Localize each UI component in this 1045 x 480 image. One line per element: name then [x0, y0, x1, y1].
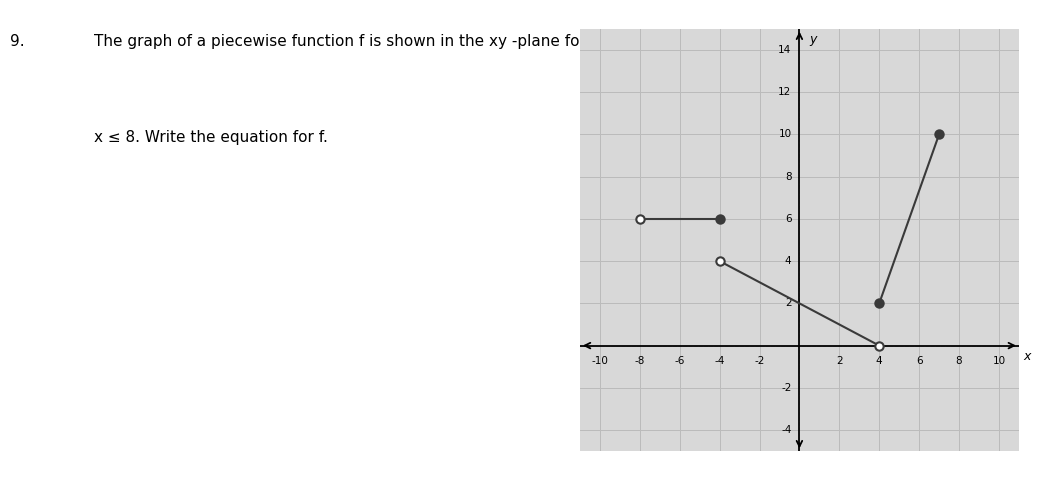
Text: y: y — [810, 33, 817, 46]
Text: 2: 2 — [785, 299, 791, 308]
Text: 4: 4 — [876, 356, 883, 366]
Text: 6: 6 — [785, 214, 791, 224]
Text: The graph of a piecewise function f is shown in the xy -plane for −8 <: The graph of a piecewise function f is s… — [94, 34, 631, 48]
Text: 10: 10 — [779, 130, 791, 139]
Text: -4: -4 — [781, 425, 791, 435]
Text: -2: -2 — [754, 356, 765, 366]
Text: x ≤ 8. Write the equation for f.: x ≤ 8. Write the equation for f. — [94, 130, 328, 144]
Text: 6: 6 — [915, 356, 923, 366]
Text: 2: 2 — [836, 356, 842, 366]
Text: -4: -4 — [715, 356, 725, 366]
Text: -8: -8 — [634, 356, 645, 366]
Text: -10: -10 — [591, 356, 608, 366]
Text: 8: 8 — [785, 172, 791, 181]
Text: 12: 12 — [779, 87, 791, 97]
Text: 8: 8 — [956, 356, 962, 366]
Text: -2: -2 — [781, 383, 791, 393]
Text: 4: 4 — [785, 256, 791, 266]
Text: 10: 10 — [993, 356, 1005, 366]
Text: x: x — [1023, 349, 1030, 363]
Text: 14: 14 — [779, 45, 791, 55]
Text: 9.: 9. — [10, 34, 25, 48]
Text: -6: -6 — [674, 356, 684, 366]
